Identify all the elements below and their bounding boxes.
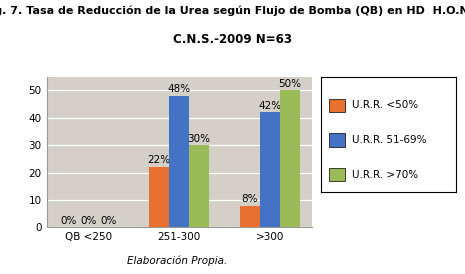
Text: C.N.S.-2009 N=63: C.N.S.-2009 N=63 xyxy=(173,33,292,46)
FancyBboxPatch shape xyxy=(329,133,345,147)
Bar xyxy=(149,167,169,227)
Text: U.R.R. <50%: U.R.R. <50% xyxy=(352,101,418,110)
Bar xyxy=(189,145,209,227)
Bar xyxy=(259,112,279,227)
Text: 0%: 0% xyxy=(100,216,117,226)
Text: Elaboración Propia.: Elaboración Propia. xyxy=(126,255,227,266)
Bar xyxy=(279,90,299,227)
Text: 48%: 48% xyxy=(167,84,191,94)
Text: 22%: 22% xyxy=(147,156,171,165)
Text: 0%: 0% xyxy=(60,216,77,226)
FancyBboxPatch shape xyxy=(329,168,345,181)
Bar xyxy=(169,96,189,227)
Text: 42%: 42% xyxy=(258,101,281,111)
Text: U.R.R. 51-69%: U.R.R. 51-69% xyxy=(352,135,426,145)
Bar xyxy=(240,206,259,227)
Text: 30%: 30% xyxy=(187,134,211,144)
Text: U.R.R. >70%: U.R.R. >70% xyxy=(352,170,418,179)
Text: 50%: 50% xyxy=(278,79,301,89)
Text: Fig. 7. Tasa de Reducción de la Urea según Flujo de Bomba (QB) en HD  H.O.Nº2: Fig. 7. Tasa de Reducción de la Urea seg… xyxy=(0,5,465,16)
Text: 8%: 8% xyxy=(241,194,258,204)
FancyBboxPatch shape xyxy=(329,99,345,112)
Text: 0%: 0% xyxy=(80,216,97,226)
